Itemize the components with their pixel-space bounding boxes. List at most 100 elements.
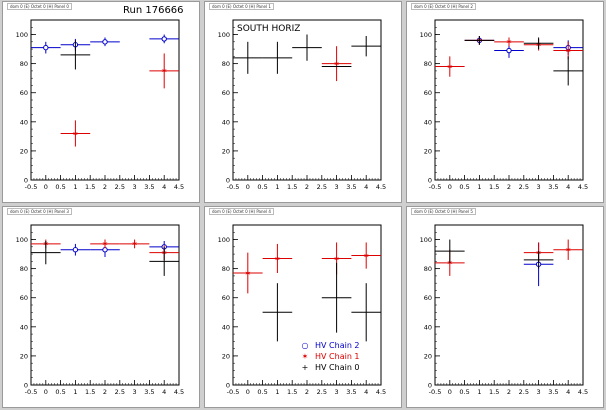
data-point: [60, 243, 91, 256]
y-tick-label: 60: [424, 89, 432, 97]
legend: ○ HV Chain 2 ✶ HV Chain 1 + HV Chain 0: [295, 340, 360, 373]
x-tick-label: 1.5: [287, 183, 297, 191]
y-tick-label: 80: [424, 265, 432, 273]
x-tick-label: 4.5: [578, 388, 588, 396]
data-point: ✶: [262, 243, 293, 273]
x-tick-label: -0.5: [25, 183, 38, 191]
data-point: [523, 37, 554, 50]
x-tick-label: 2: [103, 388, 107, 396]
data-point: [351, 36, 381, 57]
x-tick-label: 0.5: [55, 388, 65, 396]
circle-marker: [506, 47, 512, 54]
data-point: [321, 262, 352, 333]
x-tick-label: 3: [133, 388, 137, 396]
y-tick-label: 80: [222, 60, 230, 68]
star-marker: ✶: [363, 251, 370, 260]
circle-marker: [102, 39, 108, 45]
x-tick-label: 3.5: [144, 183, 154, 191]
data-point: ✶: [494, 37, 524, 47]
panel-title: dom 0 (E) Octet 0 (H) Panel 3: [7, 208, 72, 215]
data-point: [149, 246, 179, 276]
data-point: ✶: [60, 120, 91, 147]
x-tick-label: -0.5: [25, 388, 38, 396]
y-tick-label: 0: [226, 382, 230, 390]
x-tick-label: 4: [566, 388, 570, 396]
x-tick-label: 2: [507, 388, 511, 396]
x-tick-label: 4: [566, 183, 570, 191]
data-point: [31, 241, 61, 265]
y-tick-label: 100: [16, 236, 28, 244]
star-marker: ✶: [446, 62, 453, 71]
plot-panel: -0.500.511.522.533.544.5020406080100✶✶✶✶…: [2, 206, 200, 408]
x-tick-label: 1.5: [489, 388, 499, 396]
x-tick-label: 3.5: [548, 183, 558, 191]
star-marker: ✶: [244, 269, 251, 278]
x-tick-label: 1: [477, 183, 481, 191]
y-tick-label: 80: [20, 60, 28, 68]
y-tick-label: 60: [424, 294, 432, 302]
x-tick-label: 1.5: [85, 388, 95, 396]
x-tick-label: 2.5: [317, 388, 327, 396]
x-tick-label: 0: [44, 388, 48, 396]
y-tick-label: 80: [222, 265, 230, 273]
y-tick-label: 20: [20, 147, 28, 155]
plot-panel: -0.5 0 0.5 1 1.5 2 2.5 3 3.5 4 4.5 0 20 40 60 80 100 ✶ do…: [204, 1, 402, 203]
x-tick-label: 1: [275, 388, 279, 396]
circle-marker: [161, 36, 167, 42]
y-tick-label: 100: [218, 31, 230, 39]
x-tick-label: 2.5: [519, 388, 529, 396]
panel-title: dom 0 (E) Octet 0 (H) Panel 0: [7, 3, 72, 10]
panel-title: dom 0 (E) Octet 0 (H) Panel 2: [411, 3, 476, 10]
data-point: [31, 41, 61, 54]
x-tick-label: 4: [364, 183, 368, 191]
x-tick-label: 0: [246, 183, 250, 191]
circle-marker: [72, 247, 79, 253]
star-marker: ✶: [446, 259, 453, 268]
y-tick-label: 20: [222, 352, 230, 360]
x-tick-label: 4: [162, 388, 166, 396]
x-tick-label: 1: [275, 183, 279, 191]
x-tick-label: 0: [448, 183, 452, 191]
x-tick-label: 3: [133, 183, 137, 191]
x-tick-label: 2: [305, 388, 309, 396]
star-marker: ✶: [274, 254, 281, 263]
y-tick-label: 60: [20, 294, 28, 302]
x-tick-label: 0.5: [459, 388, 469, 396]
x-tick-label: 4.5: [376, 388, 386, 396]
plot-frame: [434, 224, 584, 386]
y-tick-label: 40: [424, 323, 432, 331]
y-tick-label: 0: [428, 382, 432, 390]
x-tick-label: -0.5: [227, 388, 240, 396]
x-tick-label: 3: [537, 388, 541, 396]
legend-label: HV Chain 1: [315, 352, 360, 361]
data-point: [351, 283, 381, 342]
star-marker: ✶: [333, 59, 340, 68]
data-point: [553, 56, 583, 86]
x-tick-label: 1: [73, 183, 77, 191]
data-point: ✶: [553, 239, 583, 260]
legend-entry: + HV Chain 0: [295, 362, 360, 373]
y-tick-label: 0: [24, 382, 28, 390]
y-tick-label: 40: [222, 323, 230, 331]
data-point: [60, 40, 91, 70]
x-tick-label: -0.5: [227, 183, 240, 191]
panel-title: dom 0 (E) Octet 0 (H) Panel 4: [209, 208, 274, 215]
data-point: ✶: [119, 239, 150, 249]
plot-panel: -0.500.511.522.533.544.5020406080100✶✶✶ …: [406, 206, 604, 408]
y-tick-label: 20: [222, 147, 230, 155]
plot-panel: -0.500.511.522.533.544.5020406080100✶✶✶✶…: [406, 1, 604, 203]
panel-title: dom 0 (E) Octet 0 (H) Panel 1: [209, 3, 274, 10]
legend-label: HV Chain 2: [315, 341, 360, 350]
x-tick-label: 3.5: [346, 183, 356, 191]
data-point: ✶: [233, 252, 263, 294]
x-tick-label: 4.5: [174, 388, 184, 396]
x-tick-label: 0.5: [55, 183, 65, 191]
x-tick-label: -0.5: [429, 388, 442, 396]
y-tick-label: 0: [226, 177, 230, 185]
star-marker: ✶: [333, 254, 340, 263]
